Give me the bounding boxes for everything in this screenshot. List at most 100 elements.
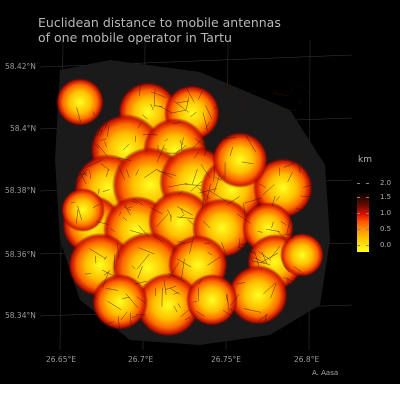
- road-segment: [264, 312, 280, 326]
- road-segment: [227, 196, 240, 205]
- road-segment: [168, 183, 188, 188]
- road-segment: [118, 316, 121, 335]
- road-segment: [230, 307, 238, 323]
- road-segment: [91, 138, 99, 149]
- road-segment: [142, 134, 158, 136]
- road-segment: [136, 314, 147, 316]
- road-segment: [243, 123, 256, 137]
- road-segment: [221, 242, 228, 258]
- road-segment: [154, 105, 163, 107]
- road-segment: [96, 130, 100, 137]
- legend-title: km: [358, 155, 372, 165]
- road-segment: [138, 225, 150, 237]
- road-segment: [188, 309, 201, 323]
- road-segment: [137, 253, 150, 270]
- road-segment: [215, 176, 221, 181]
- road-segment: [217, 108, 226, 114]
- road-segment: [218, 85, 229, 88]
- road-segment: [270, 92, 290, 97]
- road-segment: [131, 200, 138, 204]
- road-segment: [280, 221, 287, 226]
- road-segment: [67, 173, 87, 178]
- road-segment: [75, 169, 87, 186]
- road-segment: [139, 84, 141, 97]
- road-segment: [138, 247, 155, 255]
- road-segment: [253, 257, 271, 266]
- road-segment: [217, 118, 225, 121]
- road-segment: [288, 151, 294, 165]
- road-segment: [205, 105, 213, 120]
- road-segment: [178, 190, 184, 196]
- legend-tick: [366, 245, 369, 246]
- road-segment: [176, 216, 194, 219]
- road-segment: [283, 276, 295, 283]
- road-segment: [196, 311, 205, 317]
- coverage-blob: [92, 274, 148, 330]
- lat-label-58-38: 58.38°N: [5, 186, 36, 195]
- road-segment: [135, 169, 139, 176]
- road-segment: [167, 273, 186, 283]
- road-segment: [133, 198, 144, 206]
- road-segment: [173, 247, 175, 254]
- lon-label-26-7: 26.7°E: [128, 355, 154, 364]
- road-segment: [119, 211, 122, 216]
- road-segment: [200, 164, 211, 178]
- road-segment: [223, 115, 227, 123]
- road-segment: [197, 90, 203, 100]
- title-line-1: Euclidean distance to mobile antennas: [38, 15, 281, 30]
- legend-label-0-0: 0.0: [380, 241, 392, 249]
- road-segment: [72, 162, 81, 168]
- road-segment: [180, 208, 184, 214]
- legend-colorbar: [357, 177, 369, 252]
- legend-tick: [357, 229, 360, 230]
- road-segment: [75, 162, 78, 167]
- road-segment: [118, 164, 125, 180]
- road-segment: [153, 89, 156, 108]
- road-segment: [156, 79, 172, 89]
- road-segment: [77, 143, 85, 151]
- road-segment: [102, 189, 110, 192]
- road-segment: [238, 246, 256, 254]
- lat-label-58-42: 58.42°N: [5, 62, 36, 71]
- road-segment: [274, 89, 280, 97]
- road-segment: [150, 207, 163, 215]
- road-segment: [113, 68, 125, 86]
- road-segment: [115, 89, 134, 98]
- road-segment: [123, 206, 131, 211]
- road-segment: [278, 109, 297, 113]
- road-segment: [271, 195, 276, 207]
- lon-label-26-8: 26.8°E: [294, 355, 320, 364]
- road-segment: [207, 256, 221, 266]
- road-segment: [122, 216, 128, 221]
- road-segment: [297, 299, 299, 307]
- road-segment: [104, 141, 107, 148]
- road-segment: [252, 260, 266, 264]
- road-segment: [164, 138, 169, 142]
- road-segment: [96, 221, 109, 225]
- road-segment: [196, 186, 211, 199]
- road-segment: [205, 121, 211, 130]
- road-segment: [271, 221, 274, 229]
- road-segment: [219, 127, 223, 142]
- road-segment: [277, 115, 284, 121]
- coverage-blob: [186, 274, 238, 326]
- road-segment: [225, 86, 233, 88]
- road-segment: [176, 206, 193, 216]
- coverage-blob: [280, 233, 324, 277]
- road-segment: [154, 236, 164, 243]
- road-segment: [202, 220, 211, 229]
- coverage-blob: [61, 188, 105, 232]
- legend-tick: [357, 197, 360, 198]
- road-segment: [243, 203, 246, 218]
- road-segment: [173, 100, 190, 113]
- road-segment: [130, 230, 142, 234]
- legend-label-1-5: 1.5: [380, 193, 392, 201]
- legend-label-0-5: 0.5: [380, 225, 392, 233]
- road-segment: [185, 87, 195, 103]
- road-segment: [186, 97, 189, 110]
- bottom-margin: [0, 384, 400, 400]
- road-segment: [206, 183, 211, 200]
- road-segment: [296, 154, 301, 174]
- road-segment: [189, 112, 197, 118]
- road-segment: [124, 203, 131, 216]
